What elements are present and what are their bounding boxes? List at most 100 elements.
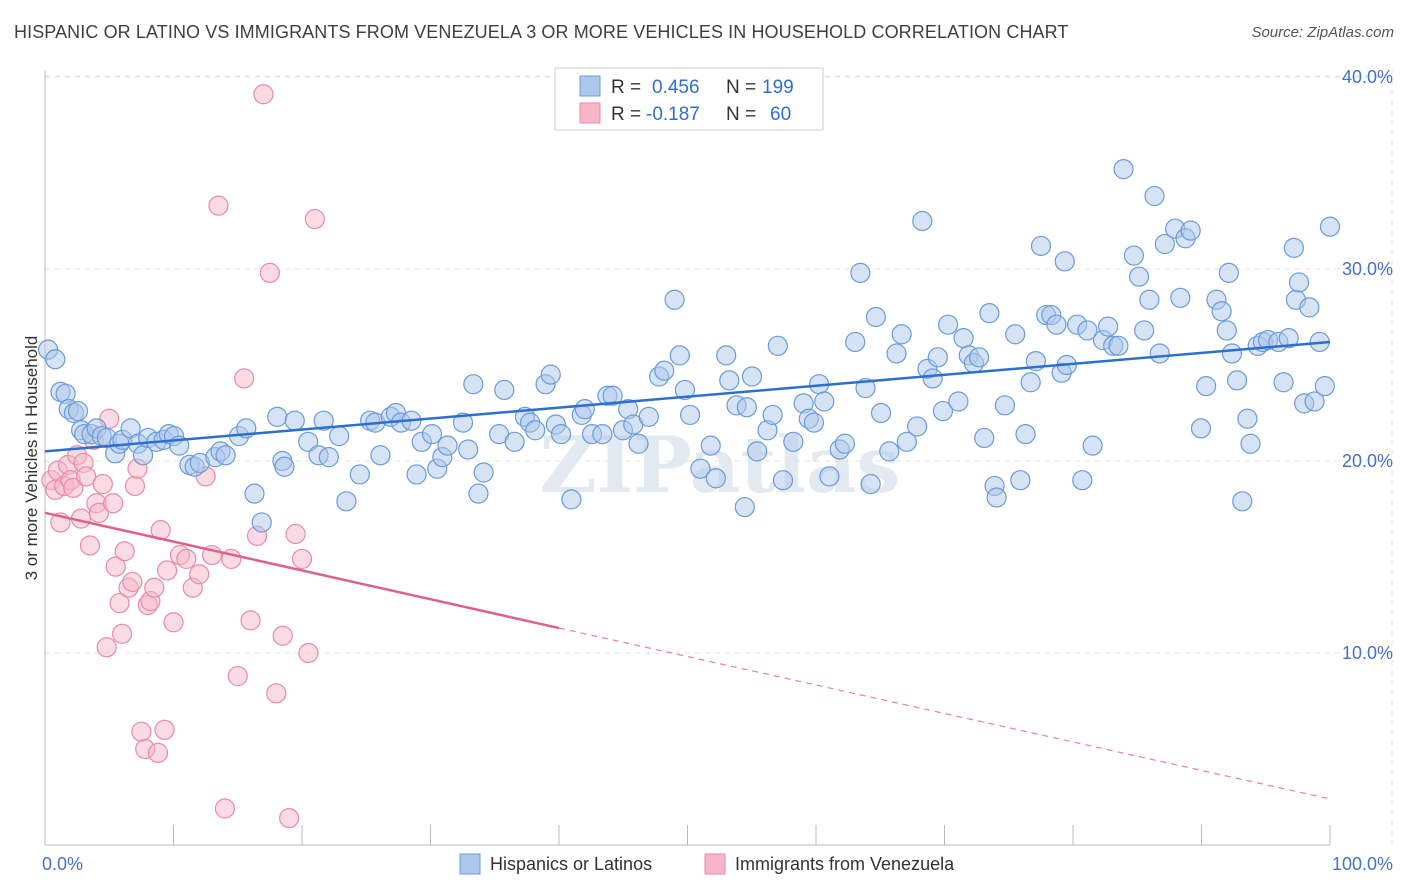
venezuela-point-35 [154, 719, 175, 740]
bottom-legend-swatch-pink [704, 853, 726, 875]
hispanic-point-159 [1097, 316, 1119, 337]
hispanic-point-115 [845, 331, 866, 353]
venezuela-point-32 [144, 577, 165, 598]
venezuela-point-44 [208, 195, 229, 216]
trendlines [44, 340, 1331, 800]
venezuela-points [41, 84, 325, 829]
hispanic-point-39 [298, 431, 319, 452]
hispanic-point-94 [705, 468, 726, 489]
hispanic-point-169 [1154, 233, 1175, 255]
hispanic-point-87 [654, 360, 675, 381]
hispanic-point-76 [574, 399, 595, 420]
y-axis-label: 3 or more Vehicles in Household [22, 336, 41, 581]
hispanic-point-84 [628, 433, 649, 454]
hispanic-point-41 [313, 410, 334, 431]
venezuela-point-51 [253, 84, 274, 105]
hispanic-point-150 [1046, 314, 1067, 335]
hispanic-point-147 [1030, 235, 1052, 257]
hispanic-point-131 [938, 314, 959, 335]
venezuela-point-47 [227, 665, 248, 687]
hispanic-point-121 [879, 441, 900, 462]
venezuela-point-37 [163, 612, 184, 633]
venezuela-point-16 [92, 473, 113, 495]
hispanic-point-78 [592, 424, 613, 445]
y-tick-labels: 10.0% 20.0% 30.0% 40.0% [1342, 67, 1393, 663]
hispanic-point-116 [850, 262, 871, 283]
hispanic-points [37, 159, 1341, 533]
hispanic-point-196 [1304, 391, 1325, 412]
hispanic-point-180 [1221, 343, 1243, 364]
hispanic-point-137 [974, 427, 995, 449]
hispanic-point-193 [1288, 272, 1310, 293]
venezuela-point-26 [124, 475, 146, 497]
x-tick-label-1: 100.0% [1332, 854, 1393, 874]
legend-r-label-1: R = [611, 77, 641, 98]
hispanic-point-190 [1278, 328, 1299, 349]
hispanic-point-189 [1273, 372, 1294, 393]
venezuela-point-33 [147, 742, 169, 763]
hispanic-point-117 [855, 377, 876, 399]
hispanic-point-140 [986, 487, 1007, 508]
hispanic-point-55 [421, 424, 443, 445]
venezuela-point-45 [214, 798, 235, 819]
venezuela-point-49 [240, 610, 261, 631]
hispanic-point-37 [274, 456, 295, 477]
hispanic-point-168 [1149, 343, 1170, 364]
hispanic-point-128 [922, 368, 943, 389]
hispanic-point-63 [473, 462, 494, 483]
hispanic-point-80 [602, 385, 623, 406]
chart-title: HISPANIC OR LATINO VS IMMIGRANTS FROM VE… [14, 22, 1069, 42]
hispanic-point-98 [734, 496, 755, 518]
hispanic-point-53 [406, 464, 427, 485]
hispanic-point-61 [463, 374, 484, 395]
y-tick-label-1: 20.0% [1342, 451, 1393, 471]
hispanic-point-120 [870, 402, 892, 424]
hispanic-point-173 [1180, 220, 1201, 241]
hispanic-point-126 [912, 210, 933, 232]
hispanic-point-142 [1005, 324, 1026, 345]
venezuela-point-53 [266, 683, 287, 704]
hispanic-point-35 [267, 406, 288, 427]
hispanic-point-101 [747, 441, 768, 462]
hispanic-point-111 [814, 391, 835, 412]
venezuela-point-7 [63, 477, 84, 498]
hispanic-point-58 [437, 435, 458, 456]
hispanic-point-60 [458, 439, 479, 460]
hispanic-point-183 [1237, 408, 1258, 429]
hispanic-point-156 [1077, 320, 1098, 341]
venezuela-point-52 [259, 262, 280, 283]
hispanic-point-166 [1139, 289, 1160, 310]
hispanic-point-88 [664, 289, 685, 310]
axes [44, 70, 1331, 846]
legend-r-label-2: R = [611, 104, 641, 125]
hispanic-point-62 [468, 483, 489, 504]
bottom-legend-label-1: Hispanics or Latinos [490, 854, 652, 874]
hispanic-point-171 [1170, 287, 1191, 308]
hispanic-point-144 [1015, 424, 1036, 445]
hispanic-point-43 [329, 425, 350, 447]
hispanic-point-182 [1232, 491, 1253, 512]
hispanic-point-93 [700, 435, 721, 456]
venezuela-point-59 [304, 208, 325, 230]
legend-n-value-2: 60 [770, 104, 791, 125]
hispanic-point-44 [336, 491, 357, 512]
y-tick-label-2: 30.0% [1342, 259, 1393, 279]
hispanic-trendline [44, 340, 1331, 453]
venezuela-point-54 [272, 625, 293, 646]
venezuela-point-19 [103, 493, 124, 514]
hispanic-point-175 [1196, 376, 1217, 397]
legend-n-label-2: N = [726, 104, 756, 125]
hispanic-point-109 [803, 412, 825, 433]
y-tick-label-0: 10.0% [1342, 643, 1393, 663]
hispanic-point-123 [891, 324, 912, 345]
hispanic-point-143 [1010, 470, 1031, 491]
bottom-legend-label-2: Immigrants from Venezuela [735, 854, 955, 874]
hispanic-point-73 [550, 424, 572, 445]
hispanic-point-152 [1054, 251, 1075, 272]
hispanic-point-174 [1190, 418, 1212, 439]
hispanic-point-59 [452, 412, 474, 433]
hispanic-point-85 [638, 406, 659, 427]
venezuela-point-17 [96, 637, 117, 658]
hispanic-point-157 [1082, 435, 1103, 456]
